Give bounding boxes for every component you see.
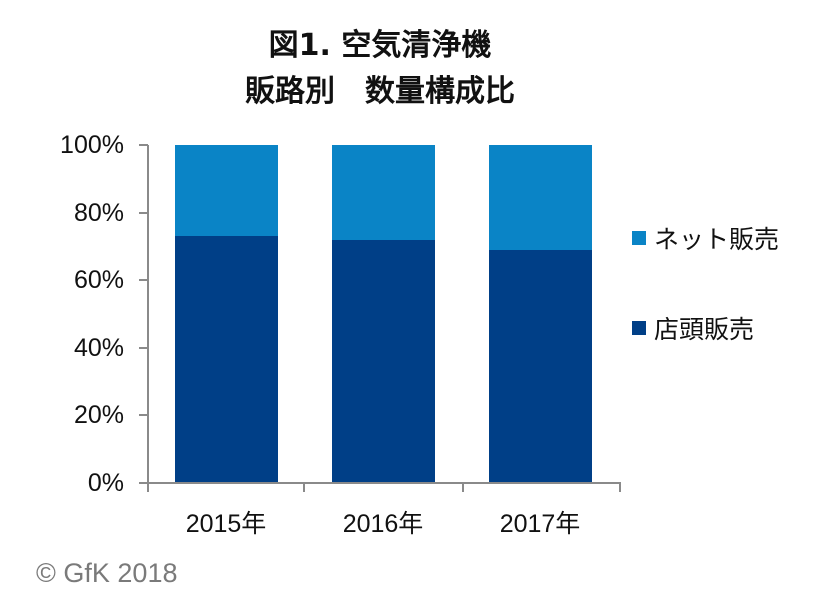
y-tick-label: 60% [73, 266, 124, 294]
x-tick-mark [619, 483, 621, 492]
bar-2015 [175, 145, 278, 483]
y-tick-mark [139, 144, 148, 146]
bar-2016 [332, 145, 435, 483]
bar-2017 [489, 145, 592, 483]
x-tick-mark [303, 483, 305, 492]
x-axis-line [147, 482, 621, 484]
x-tick-label: 2015年 [185, 510, 267, 538]
legend-swatch-online [632, 231, 646, 245]
y-tick-mark [139, 482, 148, 484]
y-tick-mark [139, 414, 148, 416]
legend-label: 店頭販売 [654, 315, 755, 344]
y-tick-label: 20% [73, 401, 124, 429]
bar-segment-online [489, 145, 592, 250]
y-tick-label: 80% [73, 199, 124, 227]
x-tick-label: 2016年 [342, 510, 424, 538]
bar-segment-online [175, 145, 278, 237]
y-axis-line [147, 145, 149, 484]
bar-segment-store [332, 239, 435, 483]
x-tick-mark [147, 483, 149, 492]
copyright-notice: © GfK 2018 [36, 558, 178, 588]
bar-segment-store [175, 236, 278, 483]
legend-item-store: 店頭販売 [632, 310, 754, 346]
x-tick-label: 2017年 [499, 510, 581, 538]
y-tick-label: 0% [87, 469, 124, 497]
bar-segment-store [489, 249, 592, 483]
legend-label: ネット販売 [654, 225, 780, 254]
bar-segment-online [332, 145, 435, 240]
y-tick-label: 40% [73, 334, 124, 362]
chart-title-line-2: 販路別 数量構成比 [245, 74, 515, 109]
y-tick-mark [139, 347, 148, 349]
legend-item-online: ネット販売 [632, 220, 779, 256]
x-tick-mark [462, 483, 464, 492]
y-tick-mark [139, 212, 148, 214]
y-tick-mark [139, 279, 148, 281]
chart-title-line-1: 図1. 空気清浄機 [268, 28, 492, 63]
legend-swatch-store [632, 321, 646, 335]
y-tick-label: 100% [60, 131, 124, 159]
